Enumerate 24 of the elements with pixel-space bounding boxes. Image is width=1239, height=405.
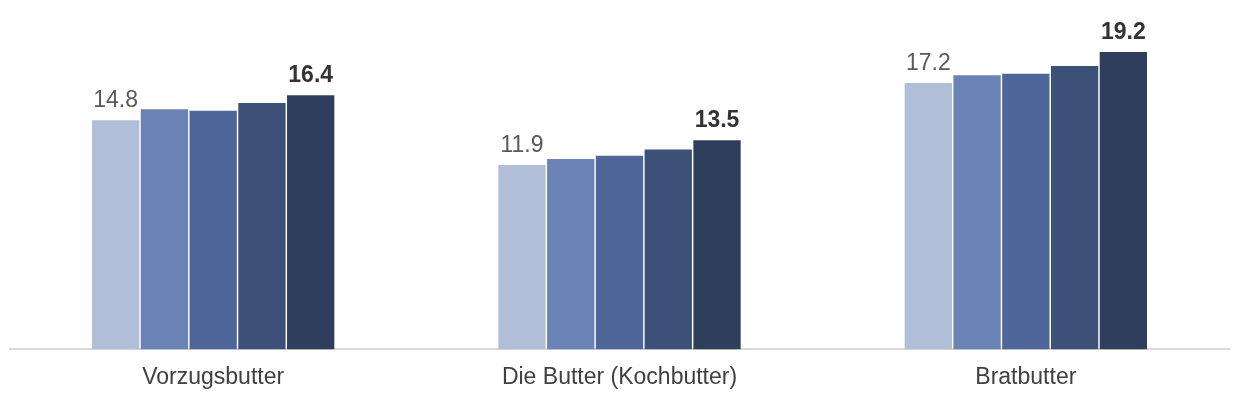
bar (140, 109, 189, 350)
data-label: 16.4 (288, 61, 334, 88)
x-tick-label: Die Butter (Kochbutter) (501, 362, 738, 389)
data-label: 17.2 (905, 48, 951, 75)
bar (498, 165, 546, 350)
bar (1050, 65, 1099, 350)
bar (238, 103, 286, 350)
x-tick-label: Bratbutter (975, 362, 1077, 389)
data-label: 13.5 (694, 106, 740, 133)
bar (547, 158, 595, 350)
data-label: 19.2 (1100, 17, 1146, 44)
bar (92, 120, 140, 350)
bar (644, 149, 692, 350)
bar (1002, 73, 1050, 350)
bar (1099, 52, 1147, 350)
data-label: 14.8 (93, 86, 139, 112)
bar (595, 155, 644, 350)
bar (287, 95, 335, 350)
bar (904, 82, 952, 350)
bar (693, 140, 741, 350)
bar (189, 110, 237, 350)
x-tick-label: Vorzugsbutter (142, 362, 285, 389)
bar (953, 75, 1001, 350)
data-label: 11.9 (500, 130, 544, 157)
